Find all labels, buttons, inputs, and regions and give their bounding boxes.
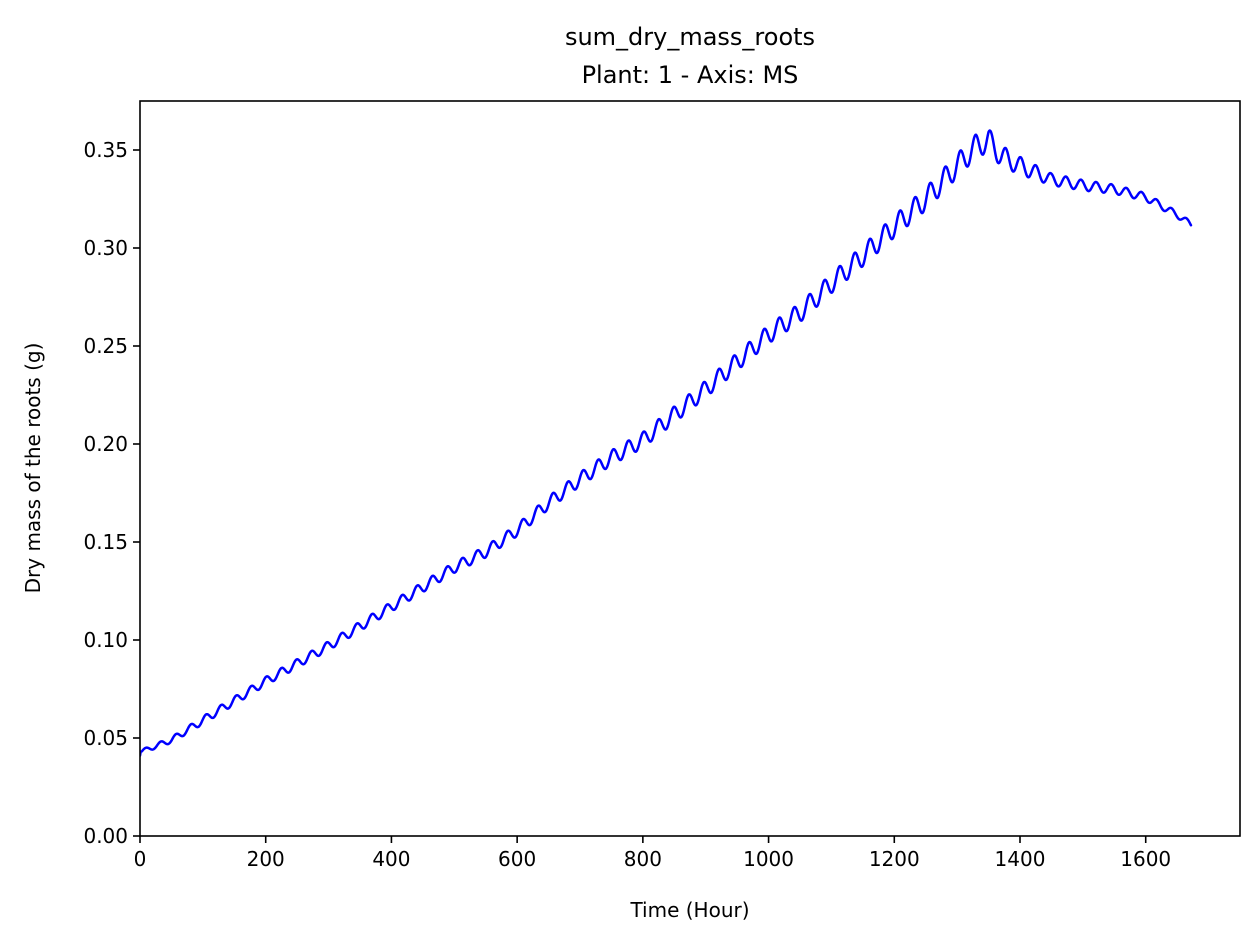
chart-title: sum_dry_mass_roots: [565, 23, 815, 51]
y-tick-label: 0.15: [83, 530, 128, 554]
plot-frame: [139, 100, 1241, 837]
chart-subtitle: Plant: 1 - Axis: MS: [582, 61, 799, 89]
y-tick-label: 0.10: [83, 628, 128, 652]
x-tick-label: 800: [624, 847, 662, 871]
y-tick-label: 0.00: [83, 824, 128, 848]
x-tick-label: 1000: [743, 847, 794, 871]
data-series-line: [140, 129, 1193, 757]
y-tick-label: 0.20: [83, 432, 128, 456]
x-tick-label: 200: [247, 847, 285, 871]
x-axis-label: Time (Hour): [629, 898, 749, 922]
y-axis-ticks: 0.00 0.05 0.10 0.15 0.20 0.25 0.30 0.35: [83, 138, 140, 848]
x-tick-label: 600: [498, 847, 536, 871]
x-tick-label: 1200: [869, 847, 920, 871]
x-tick-label: 400: [372, 847, 410, 871]
x-tick-label: 0: [134, 847, 147, 871]
x-axis-ticks: 0 200 400 600 800 1000 1200 1400 1600: [134, 836, 1171, 871]
y-tick-label: 0.25: [83, 334, 128, 358]
y-tick-label: 0.35: [83, 138, 128, 162]
x-tick-label: 1400: [995, 847, 1046, 871]
y-tick-label: 0.05: [83, 726, 128, 750]
x-tick-label: 1600: [1120, 847, 1171, 871]
y-tick-label: 0.30: [83, 236, 128, 260]
y-axis-label: Dry mass of the roots (g): [21, 343, 45, 594]
